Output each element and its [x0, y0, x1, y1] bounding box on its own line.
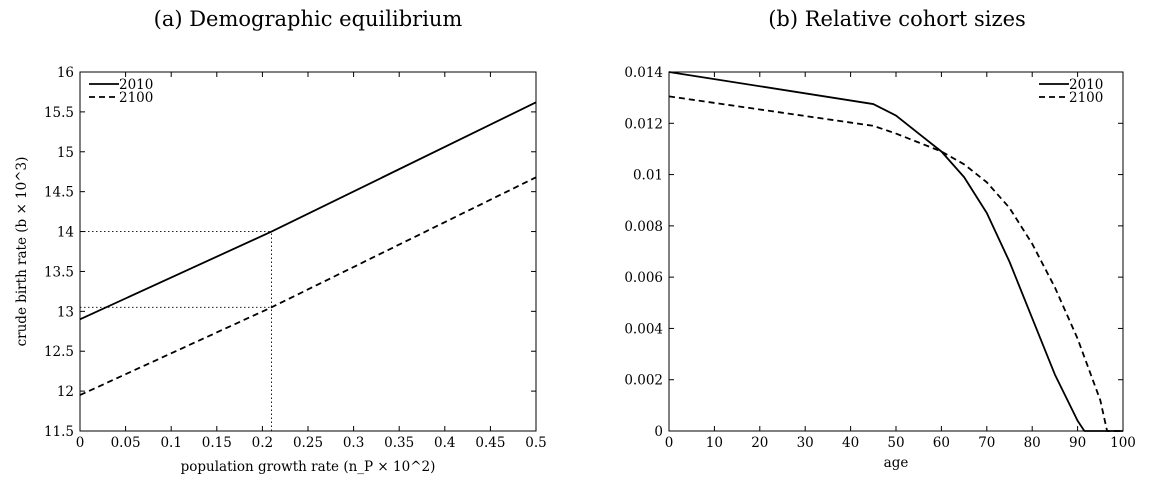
- panel-0-x-tick-label: 0.3: [343, 435, 364, 451]
- panel-1-legend-label-2100: 2100: [1069, 90, 1103, 106]
- panel-1-x-tick-label: 0: [665, 435, 674, 451]
- panel-1-y-tick-label: 0.004: [624, 321, 663, 337]
- panel-0-x-tick-label: 0.45: [475, 435, 505, 451]
- panel-0-legend-label-2100: 2100: [119, 90, 153, 106]
- panel-0-x-tick-label: 0.1: [160, 435, 181, 451]
- panel-0-x-tick-label: 0.25: [293, 435, 323, 451]
- panel-0-legend-label-2010: 2010: [119, 77, 153, 93]
- panel-1-y-tick-label: 0.01: [633, 168, 663, 184]
- panel-0-y-tick-label: 14: [57, 225, 74, 241]
- panel-1-series-line-2010: [668, 71, 1123, 432]
- panel-1-x-axis-label: age: [884, 455, 909, 471]
- panel-1-x-tick-label: 60: [933, 435, 950, 451]
- panel-1-x-tick-label: 90: [1069, 435, 1086, 451]
- panel-1-frame: [668, 71, 1124, 432]
- panel-a-plot-area: 0 0.05 0.1 0.15 0.2 0.25 0.3 0.35 0.4 0.45 0.5 11.5…: [14, 65, 547, 475]
- panel-1-x-tick-label: 40: [842, 435, 859, 451]
- panel-1-y-tick-label: 0.002: [624, 373, 663, 389]
- panel-0-frame: [79, 71, 537, 432]
- panel-0-x-tick-label: 0.05: [111, 435, 141, 451]
- panel-0-y-tick-label: 15.5: [44, 105, 74, 121]
- panel-0-y-tick-label: 15: [57, 145, 74, 161]
- panel-1-y-tick-label: 0.012: [624, 116, 663, 132]
- panel-1-x-tick-label: 50: [887, 435, 904, 451]
- panel-0-x-tick-label: 0.35: [384, 435, 414, 451]
- panel-0-x-tick-label: 0.4: [434, 435, 455, 451]
- panel-0-y-tick-label: 12.5: [44, 344, 74, 360]
- panel-0-y-axis-label: crude birth rate (b × 10^3): [14, 157, 30, 347]
- panel-0-series-line-2100: [79, 176, 537, 396]
- panel-0-series-line-2010: [79, 101, 537, 321]
- panel-1-y-tick-label: 0.008: [624, 219, 663, 235]
- panel-0-x-axis-label: population growth rate (n_P × 10^2): [181, 459, 436, 475]
- panel-0-y-tick-label: 14.5: [44, 185, 74, 201]
- panel-0-x-tick-label: 0: [76, 435, 85, 451]
- panel-a-title: (a) Demographic equilibrium: [154, 7, 463, 31]
- panel-0-x-tick-label: 0.5: [525, 435, 546, 451]
- panel-b-plot-area: 0 10 20 30 40 50 60 70 80 90 100 0 0.002 0.004 0.006 0.…: [624, 65, 1136, 471]
- panel-1-x-tick-label: 100: [1110, 435, 1136, 451]
- panel-1-x-tick-label: 80: [1024, 435, 1041, 451]
- panel-0-x-tick-label: 0.15: [202, 435, 232, 451]
- panel-1-x-tick-label: 10: [706, 435, 723, 451]
- panel-1-x-tick-label: 30: [797, 435, 814, 451]
- panel-1-y-tick-label: 0.006: [624, 270, 663, 286]
- panel-b-title: (b) Relative cohort sizes: [768, 7, 1026, 31]
- panel-b: (b) Relative cohort sizes 0 10 20 30 40 50 60 7…: [624, 7, 1136, 471]
- panel-1-legend-label-2010: 2010: [1069, 77, 1103, 93]
- panel-a: (a) Demographic equilibrium 0 0.05 0.1 0.15…: [14, 7, 547, 475]
- panel-1-x-tick-label: 70: [978, 435, 995, 451]
- panel-0-y-tick-label: 12: [57, 384, 74, 400]
- panel-1-series-line-2100: [668, 95, 1123, 432]
- panel-0-x-tick-label: 0.2: [252, 435, 273, 451]
- panel-0-y-tick-label: 13.5: [44, 264, 74, 280]
- panel-1-y-tick-label: 0.014: [624, 65, 663, 81]
- panel-0-y-tick-label: 13: [57, 304, 74, 320]
- panel-1-y-tick-label: 0: [654, 424, 663, 440]
- panel-0-y-tick-label: 11.5: [44, 424, 74, 440]
- panel-0-y-tick-label: 16: [57, 65, 74, 81]
- panel-1-x-tick-label: 20: [751, 435, 768, 451]
